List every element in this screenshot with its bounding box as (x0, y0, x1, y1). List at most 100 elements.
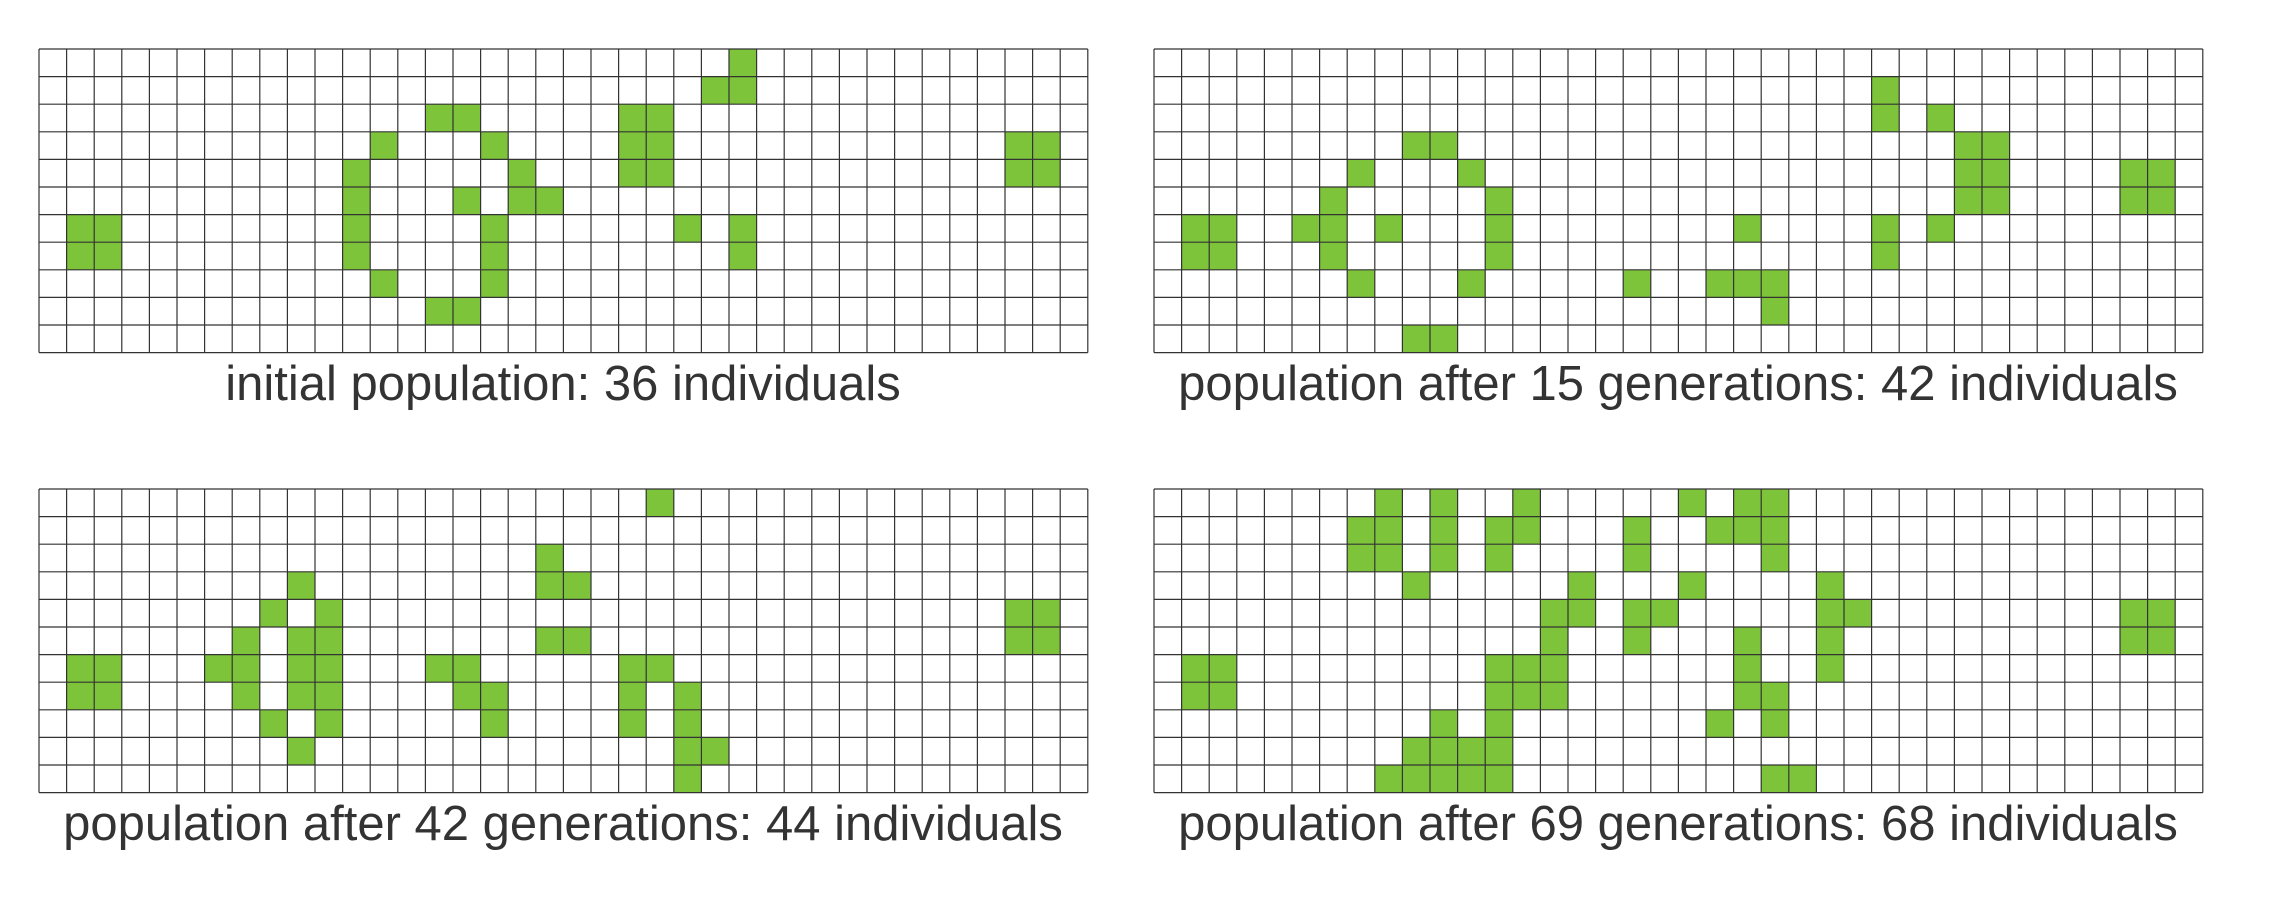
live-cell (1733, 654, 1762, 683)
live-cell (1402, 571, 1430, 600)
live-cell (1485, 516, 1513, 545)
panel-caption: population after 69 generations: 68 indi… (1178, 797, 2178, 851)
live-cell (1733, 214, 1762, 243)
live-cell (453, 104, 481, 132)
live-cell (94, 682, 122, 710)
live-cell (232, 654, 260, 683)
live-cell (1706, 269, 1734, 298)
live-cell (1485, 682, 1513, 710)
live-cell (2120, 187, 2148, 215)
live-cell (425, 654, 453, 683)
live-cell (1032, 159, 1061, 187)
live-cell (1816, 599, 1844, 627)
live-cell (1457, 765, 1486, 793)
panel-caption: initial population: 36 individuals (225, 357, 901, 411)
live-cell (1871, 104, 1900, 132)
live-cell (673, 709, 702, 738)
live-cell (1005, 627, 1033, 655)
live-cell (370, 269, 398, 298)
live-cell (1402, 765, 1430, 793)
live-cell (1430, 325, 1458, 353)
cell-grid (1153, 48, 2204, 354)
live-cell (94, 242, 122, 270)
live-cell (673, 737, 702, 765)
live-cell (618, 709, 647, 738)
live-cell (480, 682, 509, 710)
live-cell (1678, 571, 1706, 600)
live-cell (1374, 516, 1403, 545)
live-cell (729, 76, 757, 105)
live-cell (1982, 187, 2010, 215)
live-cell (315, 627, 343, 655)
live-cell (66, 654, 95, 683)
live-cell (1209, 682, 1237, 710)
panel-generation-69: population after 69 generations: 68 indi… (1153, 488, 2204, 851)
live-cell (1181, 214, 1210, 243)
live-cell (287, 571, 315, 600)
live-cell (480, 242, 509, 270)
live-cell (1181, 242, 1210, 270)
live-cell (1402, 325, 1430, 353)
live-cell (1430, 737, 1458, 765)
live-cell (1512, 516, 1541, 545)
live-cell (1209, 242, 1237, 270)
live-cell (1954, 131, 1982, 160)
live-cell (1485, 737, 1513, 765)
live-cell (1374, 765, 1403, 793)
live-cell (729, 49, 757, 77)
live-cell (453, 297, 481, 325)
live-cell (2120, 159, 2148, 187)
live-cell (1319, 187, 1348, 215)
live-cell (535, 187, 564, 215)
live-cell (618, 131, 647, 160)
live-cell (1816, 571, 1844, 600)
live-cell (563, 627, 591, 655)
live-cell (1982, 131, 2010, 160)
live-cell (535, 571, 564, 600)
live-cell (2147, 599, 2176, 627)
live-cell (1733, 269, 1762, 298)
cell-grid (1153, 488, 2204, 794)
live-cell (94, 654, 122, 683)
live-cell (673, 214, 702, 243)
live-cell (701, 76, 729, 105)
live-cell (453, 654, 481, 683)
live-cell (1032, 131, 1061, 160)
live-cell (2147, 187, 2176, 215)
live-cell (1761, 544, 1789, 572)
live-cell (1181, 682, 1210, 710)
live-cell (1485, 709, 1513, 738)
live-cell (1706, 516, 1734, 545)
live-cell (1457, 159, 1486, 187)
live-cell (342, 214, 371, 243)
live-cell (646, 489, 674, 517)
live-cell (563, 571, 591, 600)
live-cell (508, 187, 536, 215)
live-cell (315, 709, 343, 738)
live-cell (1485, 214, 1513, 243)
live-cell (1788, 765, 1817, 793)
live-cell (1319, 242, 1348, 270)
live-cell (66, 682, 95, 710)
live-cell (1485, 765, 1513, 793)
live-cell (673, 682, 702, 710)
live-cell (287, 654, 315, 683)
live-cell (646, 159, 674, 187)
live-cell (1512, 682, 1541, 710)
live-cell (370, 131, 398, 160)
live-cell (618, 159, 647, 187)
live-cell (1347, 544, 1375, 572)
live-cell (1430, 765, 1458, 793)
live-cell (259, 709, 288, 738)
live-cell (508, 159, 536, 187)
live-cell (1430, 709, 1458, 738)
live-cell (425, 104, 453, 132)
live-cell (287, 682, 315, 710)
live-cell (1457, 737, 1486, 765)
live-cell (1761, 765, 1789, 793)
panel-generation-15: population after 15 generations: 42 indi… (1153, 48, 2204, 409)
live-cell (1761, 516, 1789, 545)
live-cell (1485, 654, 1513, 683)
live-cell (1761, 269, 1789, 298)
live-cell (618, 654, 647, 683)
